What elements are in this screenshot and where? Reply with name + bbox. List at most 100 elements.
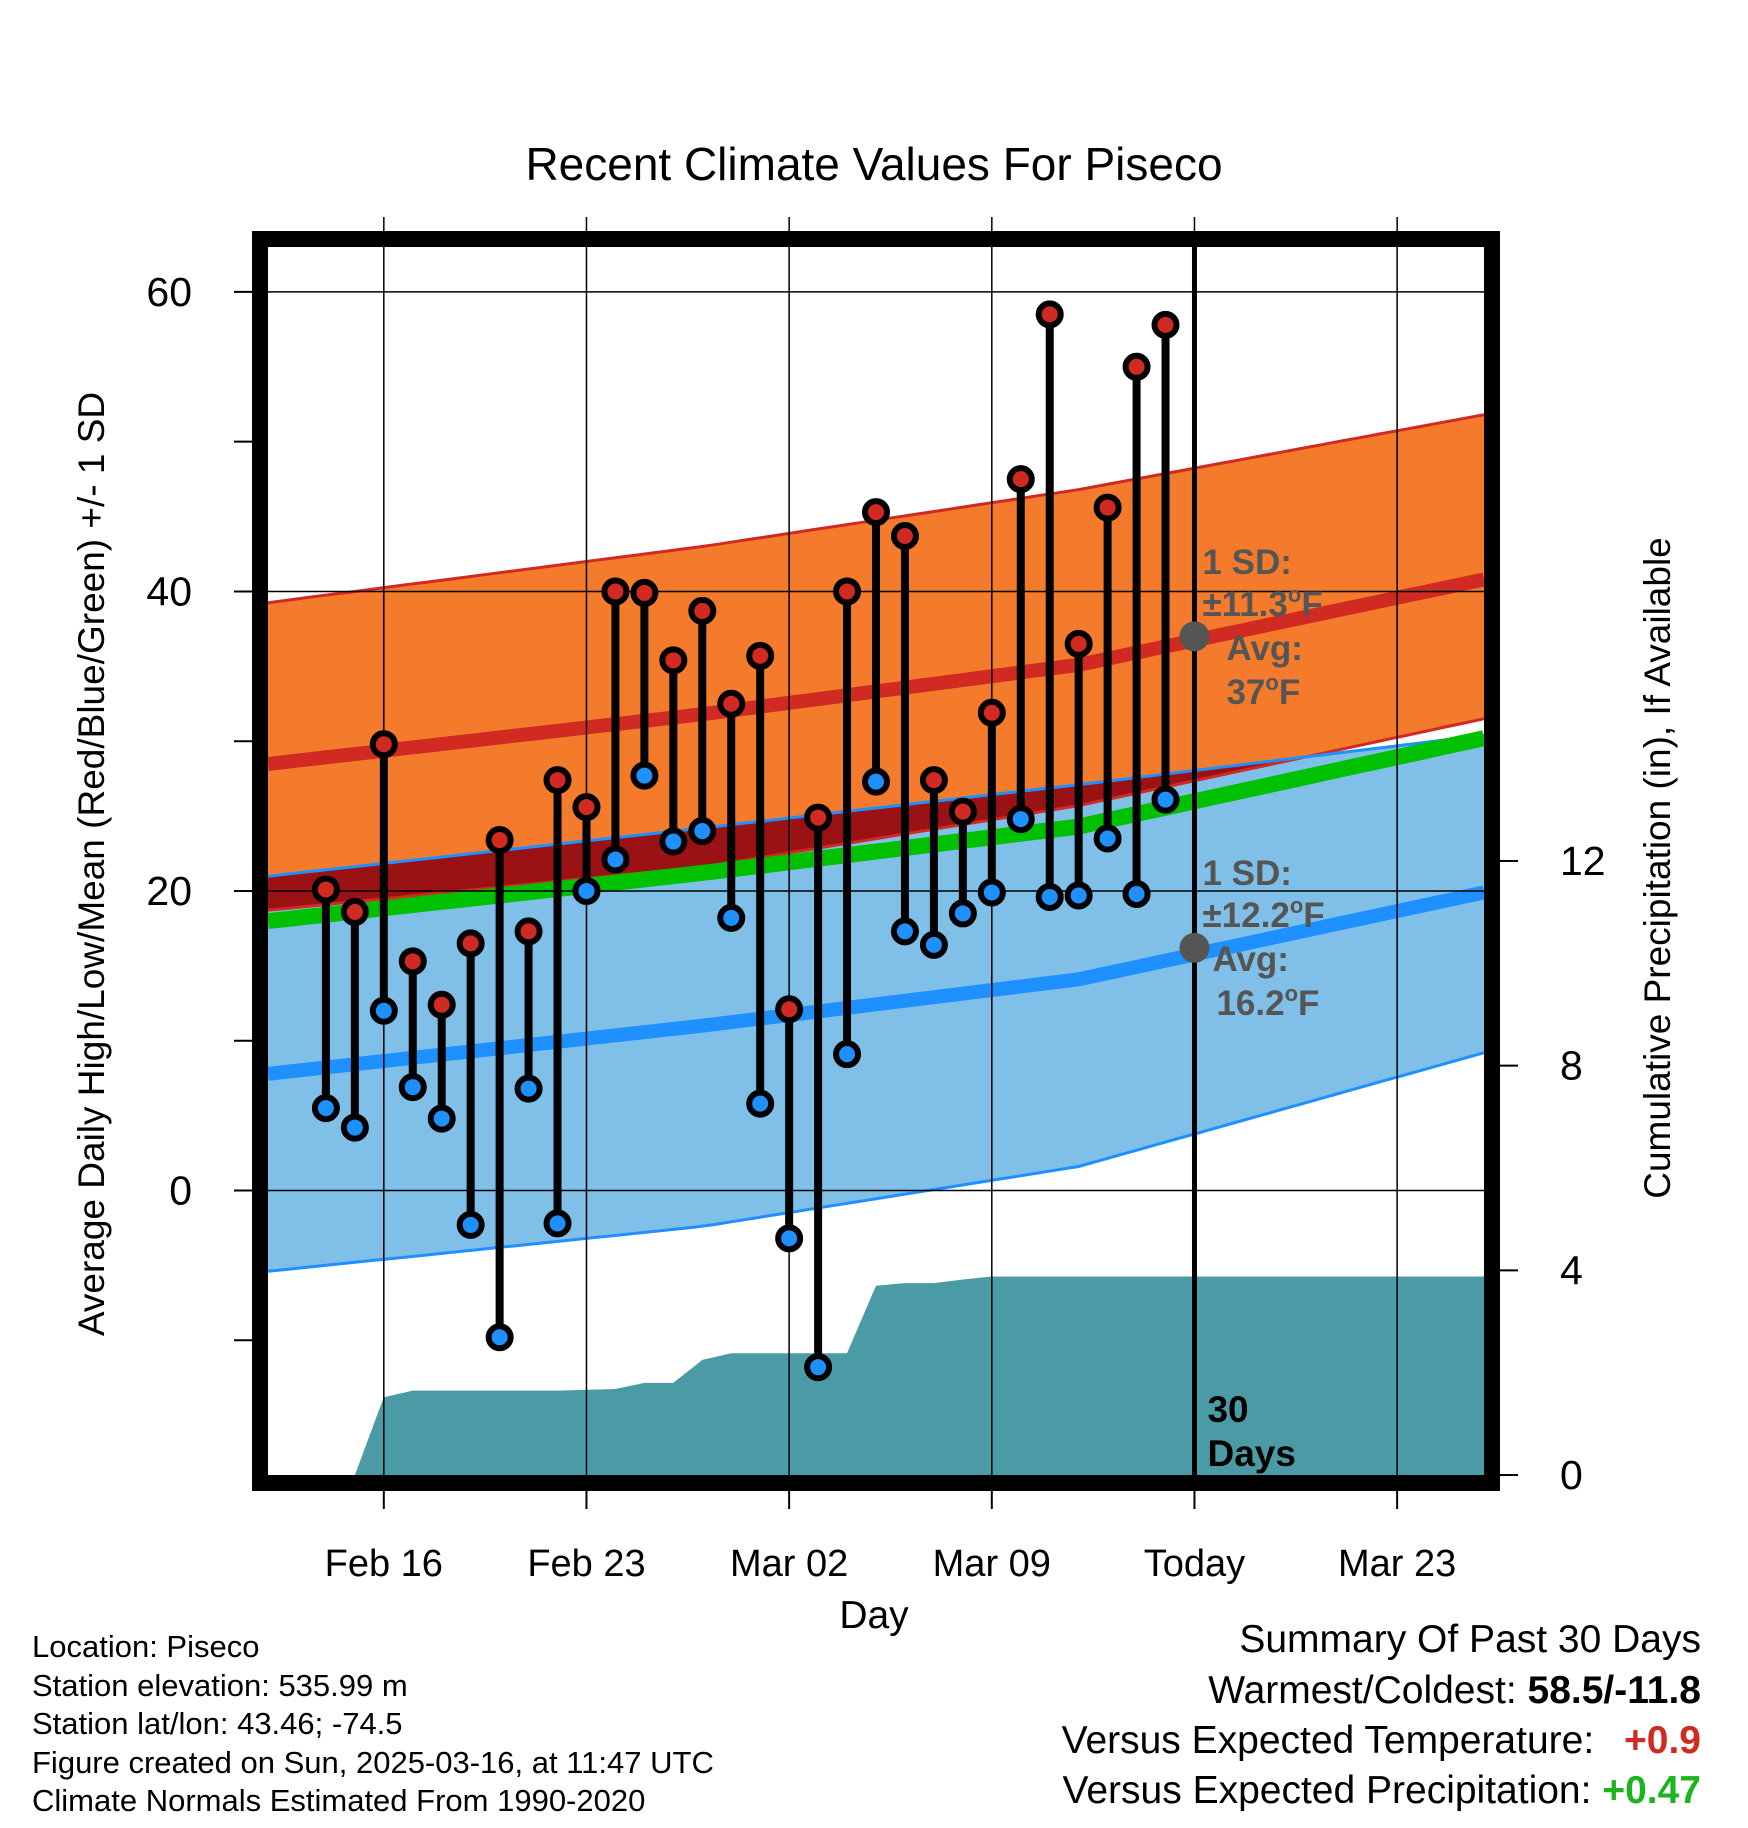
today-days-label: 30 Days	[1207, 1389, 1295, 1474]
warm-cold-row: Warmest/Coldest: 58.5/-11.8	[1062, 1666, 1701, 1716]
y2-tick-label: 4	[1560, 1247, 1583, 1293]
daily-high-point	[1122, 352, 1151, 381]
daily-high-point	[833, 577, 862, 606]
y2-tick-label: 12	[1560, 838, 1606, 884]
latlon-text: Station lat/lon: 43.46; -74.5	[32, 1706, 403, 1741]
today-days-label-line: Days	[1207, 1433, 1295, 1474]
daily-high-point	[427, 990, 456, 1019]
high-avg-value: 37oF	[1226, 670, 1300, 712]
daily-low-point	[804, 1353, 833, 1382]
daily-low-point	[1122, 879, 1151, 908]
daily-low-point	[601, 845, 630, 874]
daily-low-point	[775, 1224, 804, 1253]
daily-high-point	[919, 766, 948, 795]
daily-low-point	[1035, 882, 1064, 911]
x-axis-label: Day	[839, 1594, 909, 1637]
low-sd-lower-line	[268, 1051, 1484, 1273]
x-tick-label: Mar 09	[933, 1543, 1051, 1585]
y-tick-label: 40	[146, 568, 192, 614]
y-tick-label: 60	[146, 269, 192, 315]
daily-high-point	[398, 947, 427, 976]
daily-high-point	[1035, 300, 1064, 329]
high-sd-lower-line	[268, 717, 1484, 912]
daily-low-point	[456, 1210, 485, 1239]
daily-high-point	[485, 826, 514, 855]
high-sd-unit-deg: o	[1288, 582, 1301, 607]
high-avg-unit-deg: o	[1265, 670, 1278, 695]
low-avg-unit-deg: o	[1285, 981, 1298, 1006]
daily-high-point	[601, 577, 630, 606]
warm-cold-value: 58.5/-11.8	[1527, 1669, 1701, 1712]
daily-high-point	[746, 641, 775, 670]
temp-departure-value: +0.9	[1624, 1719, 1701, 1762]
y2-tick-label: 8	[1560, 1043, 1583, 1089]
precip-departure-label: Versus Expected Precipitation:	[1062, 1769, 1592, 1812]
today-days-label-line: 30	[1207, 1389, 1248, 1430]
chart-title: Recent Climate Values For Piseco	[525, 138, 1222, 190]
location-text: Location: Piseco	[32, 1629, 260, 1664]
daily-low-point	[746, 1089, 775, 1118]
y-tick-label: 0	[169, 1167, 192, 1213]
daily-high-point	[572, 793, 601, 822]
daily-low-point	[630, 761, 659, 790]
low-sd-unit-deg: o	[1290, 893, 1303, 918]
daily-high-point	[948, 797, 977, 826]
daily-low-point	[340, 1113, 369, 1142]
high-sd-value: ±11.3oF	[1202, 582, 1322, 624]
x-tick-label: Feb 23	[527, 1543, 645, 1585]
high-sd-unit-f: F	[1301, 585, 1322, 624]
daily-high-point	[1093, 493, 1122, 522]
summary-title: Summary Of Past 30 Days	[1239, 1618, 1701, 1661]
daily-low-point	[514, 1074, 543, 1103]
daily-high-point	[514, 917, 543, 946]
high-avg-label: Avg:	[1226, 629, 1302, 668]
daily-high-point	[659, 646, 688, 675]
elevation-text: Station elevation: 535.99 m	[32, 1667, 408, 1703]
normals-text: Climate Normals Estimated From 1990-2020	[32, 1783, 646, 1818]
daily-high-point	[717, 689, 746, 718]
low-avg-unit-f: F	[1298, 984, 1319, 1023]
daily-low-point	[977, 878, 1006, 907]
x-tick-label: Today	[1144, 1543, 1245, 1585]
low-sd-unit-f: F	[1303, 896, 1324, 935]
daily-low-point	[862, 767, 890, 796]
daily-low-point	[572, 876, 601, 905]
low-avg-label: Avg:	[1212, 940, 1288, 979]
avg-mean-line	[268, 730, 1484, 930]
high-avg-unit-f: F	[1279, 673, 1300, 712]
daily-low-point	[890, 917, 919, 946]
high-sd-label: 1 SD:	[1202, 543, 1291, 582]
daily-high-point	[630, 578, 659, 607]
daily-high-point	[977, 698, 1006, 727]
daily-low-point	[1006, 805, 1035, 834]
daily-low-point	[427, 1104, 456, 1133]
daily-low-point	[1064, 881, 1093, 910]
temp-departure-row: Versus Expected Temperature: +0.9	[1062, 1716, 1701, 1766]
daily-high-point	[890, 522, 919, 551]
daily-high-point	[340, 897, 369, 926]
daily-high-point	[456, 929, 485, 958]
x-tick-label: Feb 16	[325, 1543, 443, 1585]
y2-tick-label: 0	[1560, 1452, 1583, 1498]
plot-frame	[252, 231, 1500, 1491]
low-sd-upper-line	[268, 733, 1484, 878]
low-avg-marker	[1179, 932, 1210, 963]
precip-departure-row: Versus Expected Precipitation: +0.47	[1062, 1766, 1702, 1816]
high-avg-marker	[1179, 621, 1210, 652]
low-avg-value: 16.2oF	[1216, 981, 1319, 1023]
warm-cold-label: Warmest/Coldest:	[1208, 1669, 1517, 1712]
daily-low-point	[688, 817, 717, 846]
daily-high-point	[775, 995, 804, 1024]
daily-low-point	[1151, 785, 1180, 814]
daily-high-point	[369, 730, 398, 759]
daily-high-point	[688, 596, 717, 625]
daily-high-point	[1006, 465, 1035, 494]
precip-departure-value: +0.47	[1602, 1769, 1701, 1812]
y2-axis-label: Cumulative Precipitation (in), If Availa…	[1637, 537, 1678, 1199]
daily-low-point	[369, 996, 398, 1025]
daily-low-point	[398, 1073, 427, 1102]
daily-low-point	[485, 1323, 514, 1352]
y-axis-label: Average Daily High/Low/Mean (Red/Blue/Gr…	[71, 392, 112, 1336]
y-tick-label: 20	[146, 868, 192, 914]
